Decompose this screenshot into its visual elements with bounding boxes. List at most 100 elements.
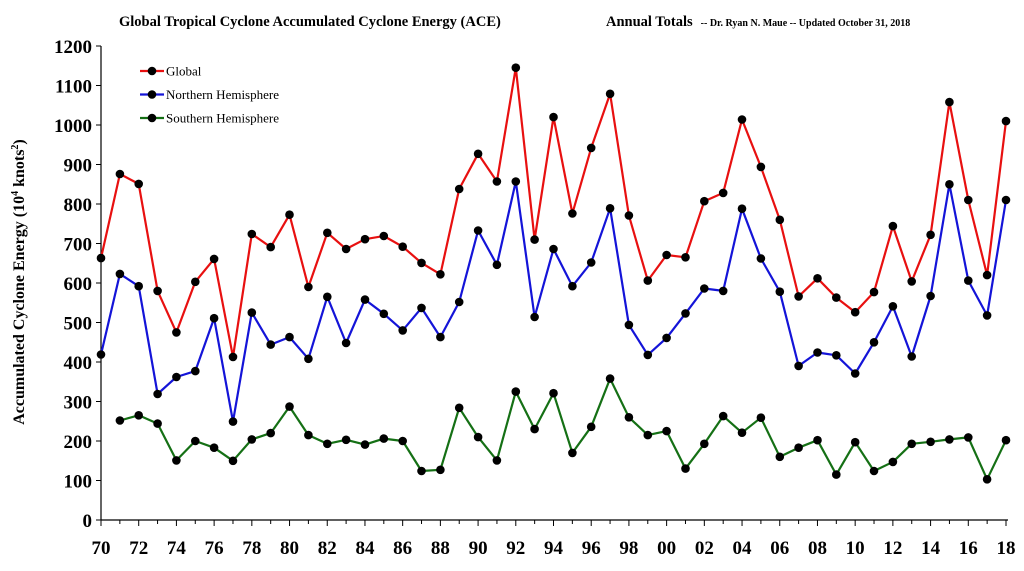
legend-item: Northern Hemisphere bbox=[140, 87, 279, 102]
data-point bbox=[209, 254, 219, 264]
data-point bbox=[172, 328, 181, 337]
data-point bbox=[982, 270, 992, 280]
data-point bbox=[907, 277, 916, 286]
y-ticks: 0 100 200 300 400 500 600 700 800 900 1000 1100 1200 bbox=[54, 37, 101, 532]
data-point bbox=[304, 354, 313, 364]
x-tick-label: 82 bbox=[318, 538, 337, 559]
data-point bbox=[191, 436, 200, 446]
legend-label: Southern Hemisphere bbox=[166, 111, 279, 126]
data-point bbox=[775, 215, 785, 225]
x-tick-label: 08 bbox=[808, 538, 827, 559]
data-point bbox=[813, 348, 822, 357]
data-point bbox=[492, 456, 502, 465]
data-point bbox=[926, 437, 935, 447]
data-point bbox=[700, 196, 709, 206]
data-point bbox=[228, 456, 238, 466]
data-point bbox=[549, 112, 558, 122]
data-point bbox=[643, 430, 653, 440]
data-point bbox=[473, 226, 483, 235]
data-point bbox=[530, 312, 539, 322]
x-tick-label: 72 bbox=[129, 538, 148, 559]
data-point bbox=[568, 281, 577, 291]
y-tick-label: 400 bbox=[64, 353, 93, 374]
x-tick-label: 10 bbox=[846, 538, 865, 559]
data-point bbox=[964, 433, 973, 442]
data-point bbox=[737, 115, 747, 124]
y-tick-label: 0 bbox=[83, 511, 93, 532]
x-tick-label: 14 bbox=[921, 538, 941, 559]
data-point bbox=[775, 452, 785, 462]
data-point bbox=[756, 254, 766, 263]
x-tick-label: 74 bbox=[167, 538, 187, 559]
data-point bbox=[191, 277, 200, 287]
data-point bbox=[134, 179, 143, 189]
data-point bbox=[662, 250, 671, 260]
data-point bbox=[341, 244, 351, 254]
data-point bbox=[266, 242, 276, 252]
y-tick-label: 1200 bbox=[54, 37, 92, 58]
data-point bbox=[1001, 195, 1011, 205]
data-point bbox=[869, 338, 879, 347]
series-global bbox=[96, 63, 1011, 362]
data-point bbox=[945, 435, 954, 444]
data-point bbox=[945, 97, 954, 107]
data-point bbox=[700, 284, 709, 293]
data-point bbox=[737, 428, 747, 438]
data-point bbox=[605, 374, 615, 383]
x-tick-label: 76 bbox=[205, 538, 224, 559]
data-point bbox=[605, 89, 615, 99]
series-northern-hemisphere bbox=[96, 177, 1011, 426]
y-tick-label: 700 bbox=[64, 235, 93, 256]
data-point bbox=[454, 184, 464, 194]
legend-swatch-marker bbox=[147, 90, 157, 99]
data-point bbox=[907, 439, 916, 449]
legend-item: Southern Hemisphere bbox=[140, 111, 279, 126]
data-point bbox=[869, 466, 879, 476]
data-point bbox=[115, 269, 125, 279]
data-point bbox=[266, 340, 276, 349]
data-point bbox=[153, 389, 162, 399]
data-point bbox=[285, 402, 294, 411]
data-point bbox=[737, 204, 747, 213]
data-point bbox=[756, 413, 766, 423]
data-point bbox=[549, 244, 558, 254]
data-point bbox=[605, 204, 615, 213]
x-tick-label: 16 bbox=[959, 538, 978, 559]
data-point bbox=[964, 195, 973, 205]
legend-label: Northern Hemisphere bbox=[166, 87, 279, 102]
legend-label: Global bbox=[166, 64, 202, 79]
y-tick-label: 1100 bbox=[55, 77, 92, 98]
legend-swatch-marker bbox=[147, 113, 157, 123]
data-point bbox=[907, 352, 916, 361]
data-point bbox=[228, 352, 238, 362]
data-point bbox=[323, 228, 332, 238]
x-tick-label: 98 bbox=[619, 538, 638, 559]
data-point bbox=[247, 229, 257, 239]
data-point bbox=[266, 428, 276, 438]
data-point bbox=[360, 295, 370, 304]
ylabel-end: ) bbox=[11, 139, 28, 144]
data-point bbox=[436, 332, 445, 342]
data-point bbox=[530, 235, 539, 244]
data-point bbox=[794, 443, 803, 453]
data-point bbox=[492, 177, 502, 186]
data-point bbox=[247, 435, 257, 444]
data-point bbox=[624, 320, 634, 330]
y-tick-label: 200 bbox=[64, 432, 93, 453]
data-point bbox=[511, 63, 521, 72]
data-point bbox=[492, 260, 502, 270]
data-point bbox=[304, 282, 313, 292]
data-point bbox=[134, 411, 143, 420]
data-point bbox=[323, 292, 332, 302]
series-line bbox=[99, 180, 1008, 423]
data-point bbox=[304, 430, 313, 440]
data-point bbox=[813, 435, 822, 445]
data-point bbox=[379, 231, 389, 241]
data-point bbox=[982, 475, 992, 484]
data-point bbox=[850, 369, 860, 378]
x-tick-label: 00 bbox=[657, 538, 676, 559]
legend: Global Northern Hemisphere Southern Hemisp… bbox=[140, 64, 279, 126]
data-point bbox=[209, 443, 219, 453]
data-point bbox=[1001, 116, 1011, 126]
data-point bbox=[228, 417, 238, 426]
